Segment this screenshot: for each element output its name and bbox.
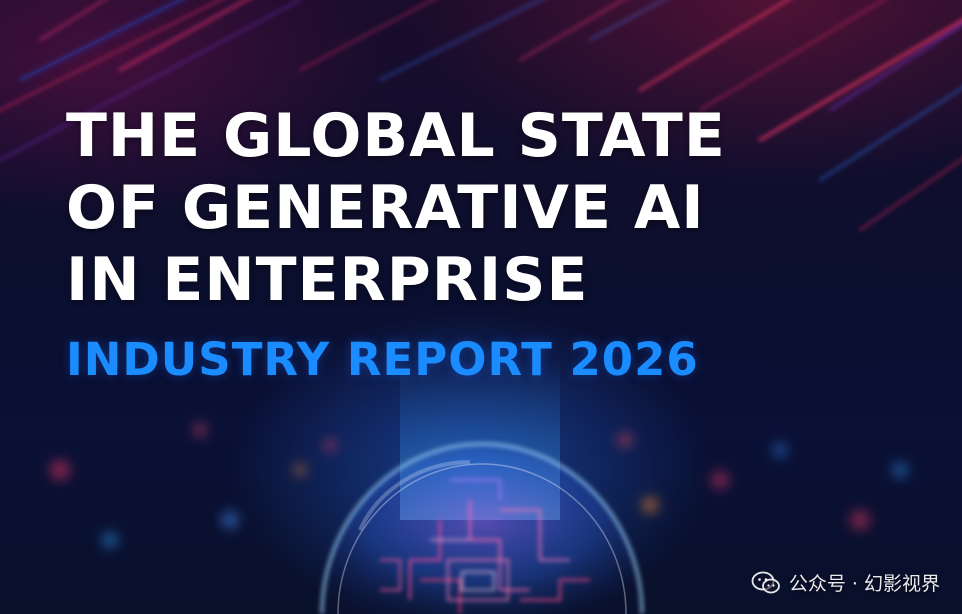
cover-title: THE GLOBAL STATE OF GENERATIVE AI IN ENT… (66, 100, 726, 316)
wechat-icon (751, 571, 780, 593)
title-line-1: THE GLOBAL STATE (66, 101, 726, 171)
report-subtitle: INDUSTRY REPORT 2026 (66, 333, 699, 386)
title-line-2: OF GENERATIVE AI (66, 173, 705, 243)
glass-dome (320, 442, 644, 614)
circuit-pattern (380, 479, 590, 614)
watermark-text: 公众号 · 幻影视界 (788, 573, 940, 595)
neon-streaks (0, 0, 962, 231)
watermark: 公众号 · 幻影视界 (751, 569, 940, 596)
bokeh-lights (50, 423, 908, 548)
title-line-3: IN ENTERPRISE (66, 245, 589, 315)
